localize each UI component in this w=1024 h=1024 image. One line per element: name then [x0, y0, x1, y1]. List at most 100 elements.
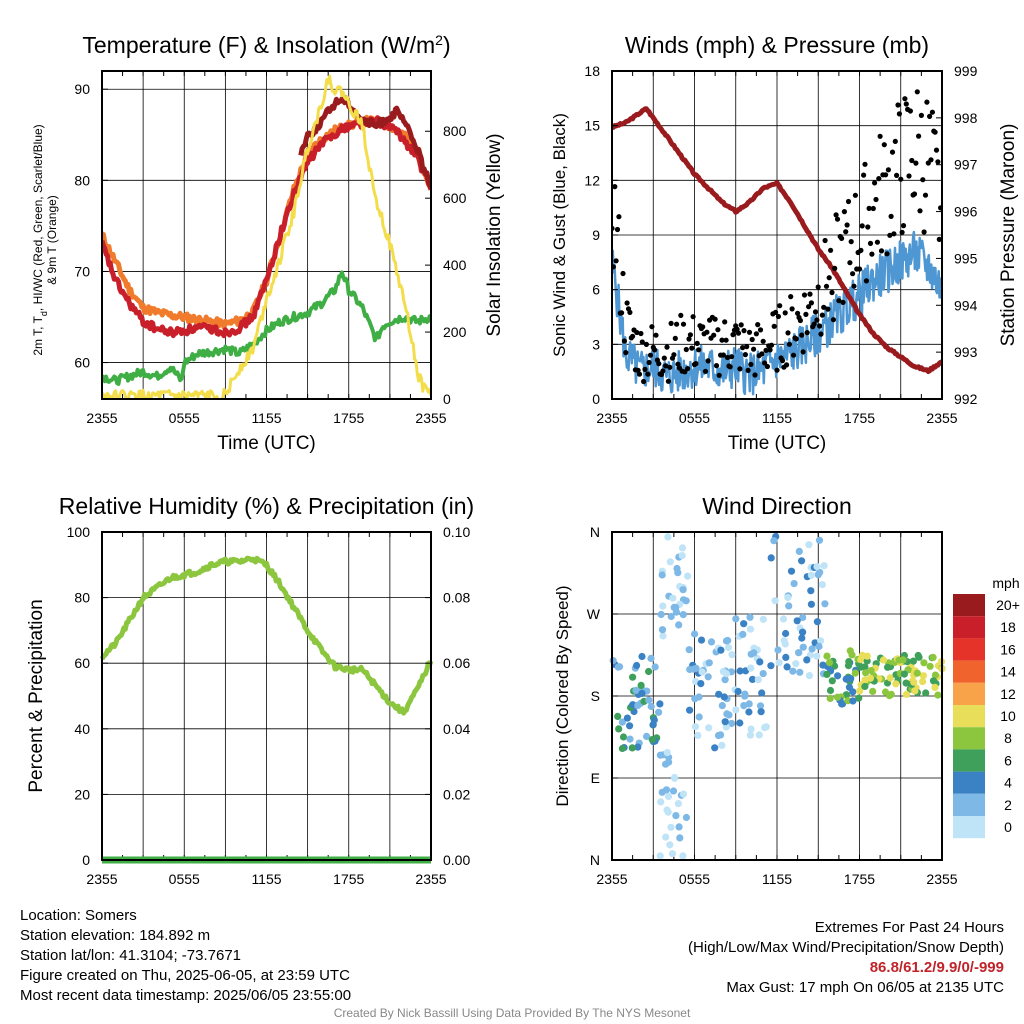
- gust-point: [918, 112, 925, 118]
- direction-point: [767, 662, 775, 670]
- gust-point: [724, 354, 731, 361]
- direction-point: [691, 630, 699, 638]
- direction-point: [736, 719, 744, 727]
- x-tick-label: 2355: [596, 410, 627, 426]
- direction-point: [691, 723, 700, 731]
- legend-swatch: [953, 816, 985, 839]
- direction-point: [783, 663, 791, 671]
- direction-point: [820, 562, 828, 570]
- gust-point: [832, 265, 838, 271]
- direction-point: [767, 554, 775, 562]
- direction-point: [619, 733, 628, 741]
- direction-point: [685, 646, 693, 654]
- direction-point: [648, 736, 656, 744]
- direction-point: [659, 632, 667, 640]
- x-tick-label: 0555: [169, 410, 200, 426]
- gust-point: [914, 89, 920, 95]
- direction-point: [879, 656, 888, 664]
- direction-point: [803, 656, 811, 664]
- gust-point: [790, 352, 797, 358]
- gust-point: [748, 361, 754, 367]
- gust-point: [712, 316, 718, 322]
- y2-tick-label: 998: [954, 110, 978, 126]
- gust-point: [898, 176, 904, 182]
- gust-point: [885, 167, 892, 173]
- gust-point: [774, 367, 780, 373]
- y-axis-label-2: & 9m T (Orange): [45, 195, 59, 285]
- direction-point: [805, 672, 814, 680]
- direction-point: [678, 552, 686, 560]
- direction-point: [746, 731, 755, 739]
- y2-tick-label: 200: [443, 324, 467, 340]
- gust-point: [729, 354, 735, 360]
- gust-point: [742, 352, 749, 358]
- direction-point: [799, 613, 807, 622]
- speed-legend: mph 20+ 18 16 14 12 10 8 6 4 2 0: [953, 575, 1020, 839]
- y-tick-label: S: [591, 688, 600, 704]
- direction-point: [626, 735, 634, 743]
- direction-point: [718, 702, 726, 710]
- gust-point: [884, 251, 890, 257]
- x-tick-label: 1155: [251, 871, 281, 887]
- y2-tick-label: 996: [954, 204, 978, 220]
- direction-point: [725, 711, 733, 719]
- direction-point: [780, 637, 788, 645]
- gust-point: [664, 344, 670, 350]
- gust-point: [909, 157, 915, 164]
- direction-point: [815, 642, 823, 651]
- direction-point: [645, 667, 653, 676]
- x-axis-label: Time (UTC): [728, 433, 827, 454]
- direction-point: [732, 706, 740, 714]
- y-tick-label: 12: [584, 172, 600, 188]
- extremes-title: Extremes For Past 24 Hours: [814, 919, 1004, 936]
- gust-point: [779, 358, 786, 364]
- series-line: [99, 555, 434, 716]
- direction-point: [633, 661, 641, 670]
- direction-point: [628, 744, 636, 752]
- y-tick-label: 40: [74, 721, 90, 737]
- gust-point: [690, 314, 696, 320]
- gust-point: [678, 312, 684, 318]
- legend-swatch: [953, 682, 985, 705]
- direction-point: [629, 673, 637, 681]
- gust-point: [782, 310, 788, 316]
- direction-point: [656, 751, 665, 759]
- gust-point: [771, 323, 777, 329]
- gust-point: [847, 260, 853, 266]
- direction-point: [728, 651, 736, 659]
- direction-point: [782, 629, 790, 638]
- direction-point: [651, 663, 659, 671]
- direction-point: [614, 712, 622, 721]
- gust-point: [861, 172, 867, 178]
- x-tick-label: 1755: [844, 410, 875, 426]
- direction-point: [823, 652, 831, 660]
- panel-wind-direction: 2355 0555 1155 1755 2355 Wind Direction N E S W N D…: [553, 493, 1020, 887]
- gust-point: [906, 173, 912, 179]
- legend-label: 8: [1004, 730, 1012, 746]
- gust-point: [921, 229, 927, 235]
- direction-point: [862, 669, 870, 677]
- direction-point: [678, 544, 687, 552]
- gust-point: [836, 298, 842, 304]
- extremes-values: 86.8/61.2/9.9/0/-999: [869, 959, 1004, 976]
- legend-label: 20+: [996, 597, 1020, 613]
- gust-point: [892, 138, 898, 144]
- y-tick-label: E: [591, 770, 600, 786]
- direction-point: [623, 714, 632, 722]
- gust-point: [641, 378, 647, 385]
- direction-point: [638, 689, 646, 698]
- gust-point: [621, 338, 628, 344]
- gust-point: [741, 328, 747, 334]
- gust-point: [616, 214, 622, 220]
- gust-point: [660, 368, 666, 374]
- direction-point: [902, 679, 910, 687]
- credit-text: Created By Nick Bassill Using Data Provi…: [333, 1006, 691, 1020]
- x-tick-label: 1155: [762, 410, 792, 426]
- panel-title: Temperature (F) & Insolation (W/m2): [82, 32, 450, 58]
- gust-point: [749, 336, 755, 343]
- gust-point: [801, 292, 808, 298]
- gust-point: [755, 322, 761, 328]
- gust-point: [917, 208, 923, 214]
- y2-tick-label: 994: [954, 297, 978, 313]
- direction-point: [911, 687, 919, 695]
